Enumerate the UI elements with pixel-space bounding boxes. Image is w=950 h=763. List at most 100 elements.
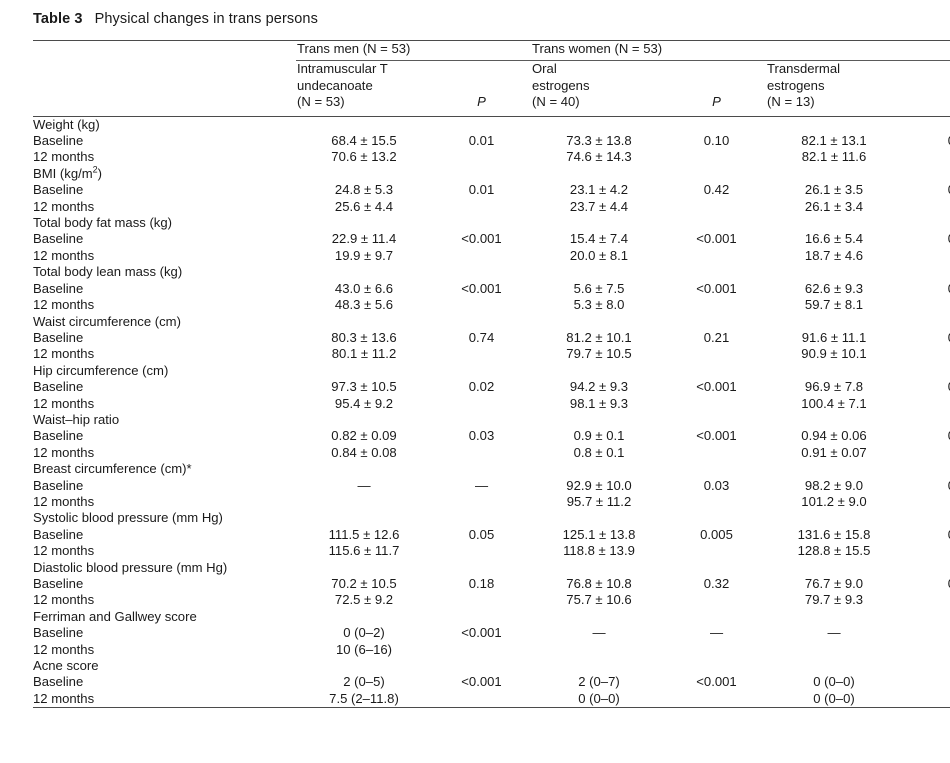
- table-row: Baseline — — 92.9 ± 10.0 0.03 98.2 ± 9.0 0.09: [33, 478, 950, 494]
- table-row: 12 months 70.6 ± 13.2 74.6 ± 14.3 82.1 ± 11…: [33, 149, 950, 165]
- section-title-text: BMI (kg/m: [33, 165, 93, 181]
- row-label-months12: 12 months: [33, 198, 95, 214]
- table-section-header: Hip circumference (cm): [33, 363, 950, 379]
- cell-transdermal-estrogens-months12: 82.1 ± 11.6: [801, 149, 867, 165]
- row-label-months12: 12 months: [33, 444, 95, 460]
- cell-p-transdermal-estrogens-baseline: 0.91: [902, 182, 950, 198]
- table-body: Trans men (N = 53) Trans women (N = 53) In…: [33, 35, 950, 715]
- cell-oral-estrogens-months12: 75.7 ± 10.6: [566, 592, 632, 608]
- cell-p-oral-estrogens-months12: [667, 494, 766, 510]
- cell-p-oral-estrogens-months12: [667, 297, 766, 313]
- cell-p-oral-estrogens-baseline: <0.001: [696, 379, 737, 395]
- column-header-p-3: P: [902, 61, 950, 111]
- column-header-p-2: P: [712, 94, 721, 110]
- row-label-baseline: Baseline: [33, 182, 84, 198]
- row-label-months12: 12 months: [33, 592, 95, 608]
- row-label-baseline: Baseline: [33, 477, 84, 493]
- cell-p-transdermal-estrogens-baseline: 0.02: [902, 281, 950, 297]
- column-header-oral-estrogens-line1: Oral: [532, 61, 557, 77]
- table-section-header: Ferriman and Gallwey score: [33, 609, 950, 625]
- cell-p-oral-estrogens-months12: [667, 592, 766, 608]
- cell-p-oral-estrogens-baseline: 0.32: [703, 576, 730, 591]
- group-header-trans-women: Trans women (N = 53): [531, 40, 950, 62]
- section-title: Total body fat mass (kg): [33, 215, 296, 231]
- section-title-text: Breast circumference (cm)*: [33, 461, 192, 477]
- column-header-oral-estrogens-line3: (N = 40): [532, 94, 580, 110]
- cell-p-intramuscular-t-baseline: 0.03: [468, 428, 495, 444]
- table-row: Baseline 2 (0–5) <0.001 2 (0–7) <0.001 0 (0–0…: [33, 674, 950, 690]
- table-section-header: Total body lean mass (kg): [33, 264, 950, 280]
- cell-p-oral-estrogens-months12: [667, 543, 766, 559]
- cell-intramuscular-t-baseline: 0.82 ± 0.09: [331, 428, 397, 444]
- table-row: Baseline 68.4 ± 15.5 0.01 73.3 ± 13.8 0.10 82…: [33, 133, 950, 149]
- table-row: 12 months 80.1 ± 11.2 79.7 ± 10.5 90.9 ± 10…: [33, 346, 950, 362]
- column-header-oral-estrogens-line2: estrogens: [532, 77, 590, 93]
- table-row: Baseline 22.9 ± 11.4 <0.001 15.4 ± 7.4 <0.00…: [33, 231, 950, 247]
- cell-p-transdermal-estrogens-baseline: 0.50: [902, 330, 950, 346]
- cell-intramuscular-t-baseline: 97.3 ± 10.5: [331, 379, 397, 395]
- cell-p-oral-estrogens-baseline: 0.42: [703, 182, 730, 198]
- cell-p-transdermal-estrogens-months12: [902, 592, 950, 608]
- column-header-variable: [33, 61, 296, 111]
- cell-p-oral-estrogens-baseline: <0.001: [696, 280, 737, 296]
- cell-p-oral-estrogens-baseline: 0.10: [703, 133, 730, 149]
- cell-intramuscular-t-months12: 19.9 ± 9.7: [334, 247, 394, 263]
- table-caption: Table 3 Physical changes in trans persons: [33, 11, 318, 27]
- cell-p-intramuscular-t-baseline: <0.001: [461, 280, 502, 296]
- column-header-intramuscular-t-line3: (N = 53): [297, 94, 345, 110]
- cell-intramuscular-t-baseline: 22.9 ± 11.4: [331, 231, 397, 247]
- table-row: 12 months 95.7 ± 11.2 101.2 ± 9.0: [33, 494, 950, 510]
- table-section-header: Systolic blood pressure (mm Hg): [33, 510, 950, 526]
- table-row: 12 months 115.6 ± 11.7 118.8 ± 13.9 128.8 ±…: [33, 543, 950, 559]
- cell-intramuscular-t-baseline: 43.0 ± 6.6: [334, 280, 394, 296]
- cell-transdermal-estrogens-months12: 90.9 ± 10.1: [801, 346, 867, 362]
- section-title-text: Total body lean mass (kg): [33, 264, 183, 280]
- table-row: Baseline 97.3 ± 10.5 0.02 94.2 ± 9.3 <0.001 9…: [33, 379, 950, 395]
- cell-p-oral-estrogens-months12: [667, 396, 766, 412]
- cell-transdermal-estrogens-months12: 59.7 ± 8.1: [804, 297, 864, 313]
- section-title-tail: ): [97, 165, 103, 181]
- cell-p-intramuscular-t-baseline: <0.001: [461, 231, 502, 247]
- section-title: Waist circumference (cm): [33, 314, 296, 330]
- cell-p-oral-estrogens-baseline: 0.03: [703, 477, 730, 493]
- table-row: Baseline 70.2 ± 10.5 0.18 76.8 ± 10.8 0.32 76…: [33, 576, 950, 592]
- table-section-header: Total body fat mass (kg): [33, 215, 950, 231]
- row-label-months12: 12 months: [33, 690, 95, 706]
- cell-intramuscular-t-months12: 72.5 ± 9.2: [334, 592, 394, 608]
- cell-transdermal-estrogens-baseline: 82.1 ± 13.1: [801, 133, 867, 149]
- table-row: Baseline 43.0 ± 6.6 <0.001 5.6 ± 7.5 <0.001 6…: [33, 281, 950, 297]
- cell-transdermal-estrogens-baseline: 91.6 ± 11.1: [801, 329, 867, 345]
- table-row: 12 months 7.5 (2–11.8) 0 (0–0) 0 (0–0): [33, 691, 950, 708]
- cell-intramuscular-t-baseline: —: [357, 477, 371, 493]
- cell-p-intramuscular-t-baseline: 0.01: [468, 182, 495, 198]
- cell-p-intramuscular-t-months12: [432, 543, 531, 559]
- cell-p-oral-estrogens-baseline: 0.21: [703, 329, 730, 345]
- cell-oral-estrogens-months12: 74.6 ± 14.3: [566, 149, 632, 165]
- cell-transdermal-estrogens-months12: 128.8 ± 15.5: [797, 543, 871, 559]
- cell-p-transdermal-estrogens-months12: [902, 396, 950, 412]
- cell-oral-estrogens-months12: 20.0 ± 8.1: [569, 247, 629, 263]
- cell-transdermal-estrogens-baseline: 0 (0–0): [813, 674, 855, 690]
- table-section-header: Breast circumference (cm)*: [33, 461, 950, 477]
- cell-oral-estrogens-months12: 79.7 ± 10.5: [566, 346, 632, 362]
- cell-intramuscular-t-baseline: 80.3 ± 13.6: [331, 329, 397, 345]
- column-header-intramuscular-t-line1: Intramuscular T: [297, 61, 388, 77]
- cell-p-intramuscular-t-baseline: 0.05: [468, 526, 495, 542]
- section-title: Breast circumference (cm)*: [33, 461, 296, 477]
- cell-p-transdermal-estrogens-baseline: 0.47: [902, 527, 950, 543]
- cell-p-oral-estrogens-baseline: <0.001: [696, 428, 737, 444]
- cell-p-intramuscular-t-months12: [432, 691, 531, 708]
- cell-oral-estrogens-months12: 95.7 ± 11.2: [566, 493, 632, 509]
- cell-p-oral-estrogens-months12: [667, 691, 766, 708]
- cell-transdermal-estrogens-months12: 26.1 ± 3.4: [804, 198, 864, 214]
- cell-p-intramuscular-t-baseline: 0.18: [468, 576, 495, 591]
- cell-transdermal-estrogens-months12: [766, 642, 902, 658]
- section-title-text: Weight (kg): [33, 116, 100, 132]
- cell-transdermal-estrogens-baseline: 131.6 ± 15.8: [797, 526, 871, 542]
- cell-transdermal-estrogens-baseline: 16.6 ± 5.4: [804, 231, 864, 247]
- cell-intramuscular-t-baseline: 0 (0–2): [343, 625, 385, 641]
- group-header-row: Trans men (N = 53) Trans women (N = 53): [33, 40, 950, 62]
